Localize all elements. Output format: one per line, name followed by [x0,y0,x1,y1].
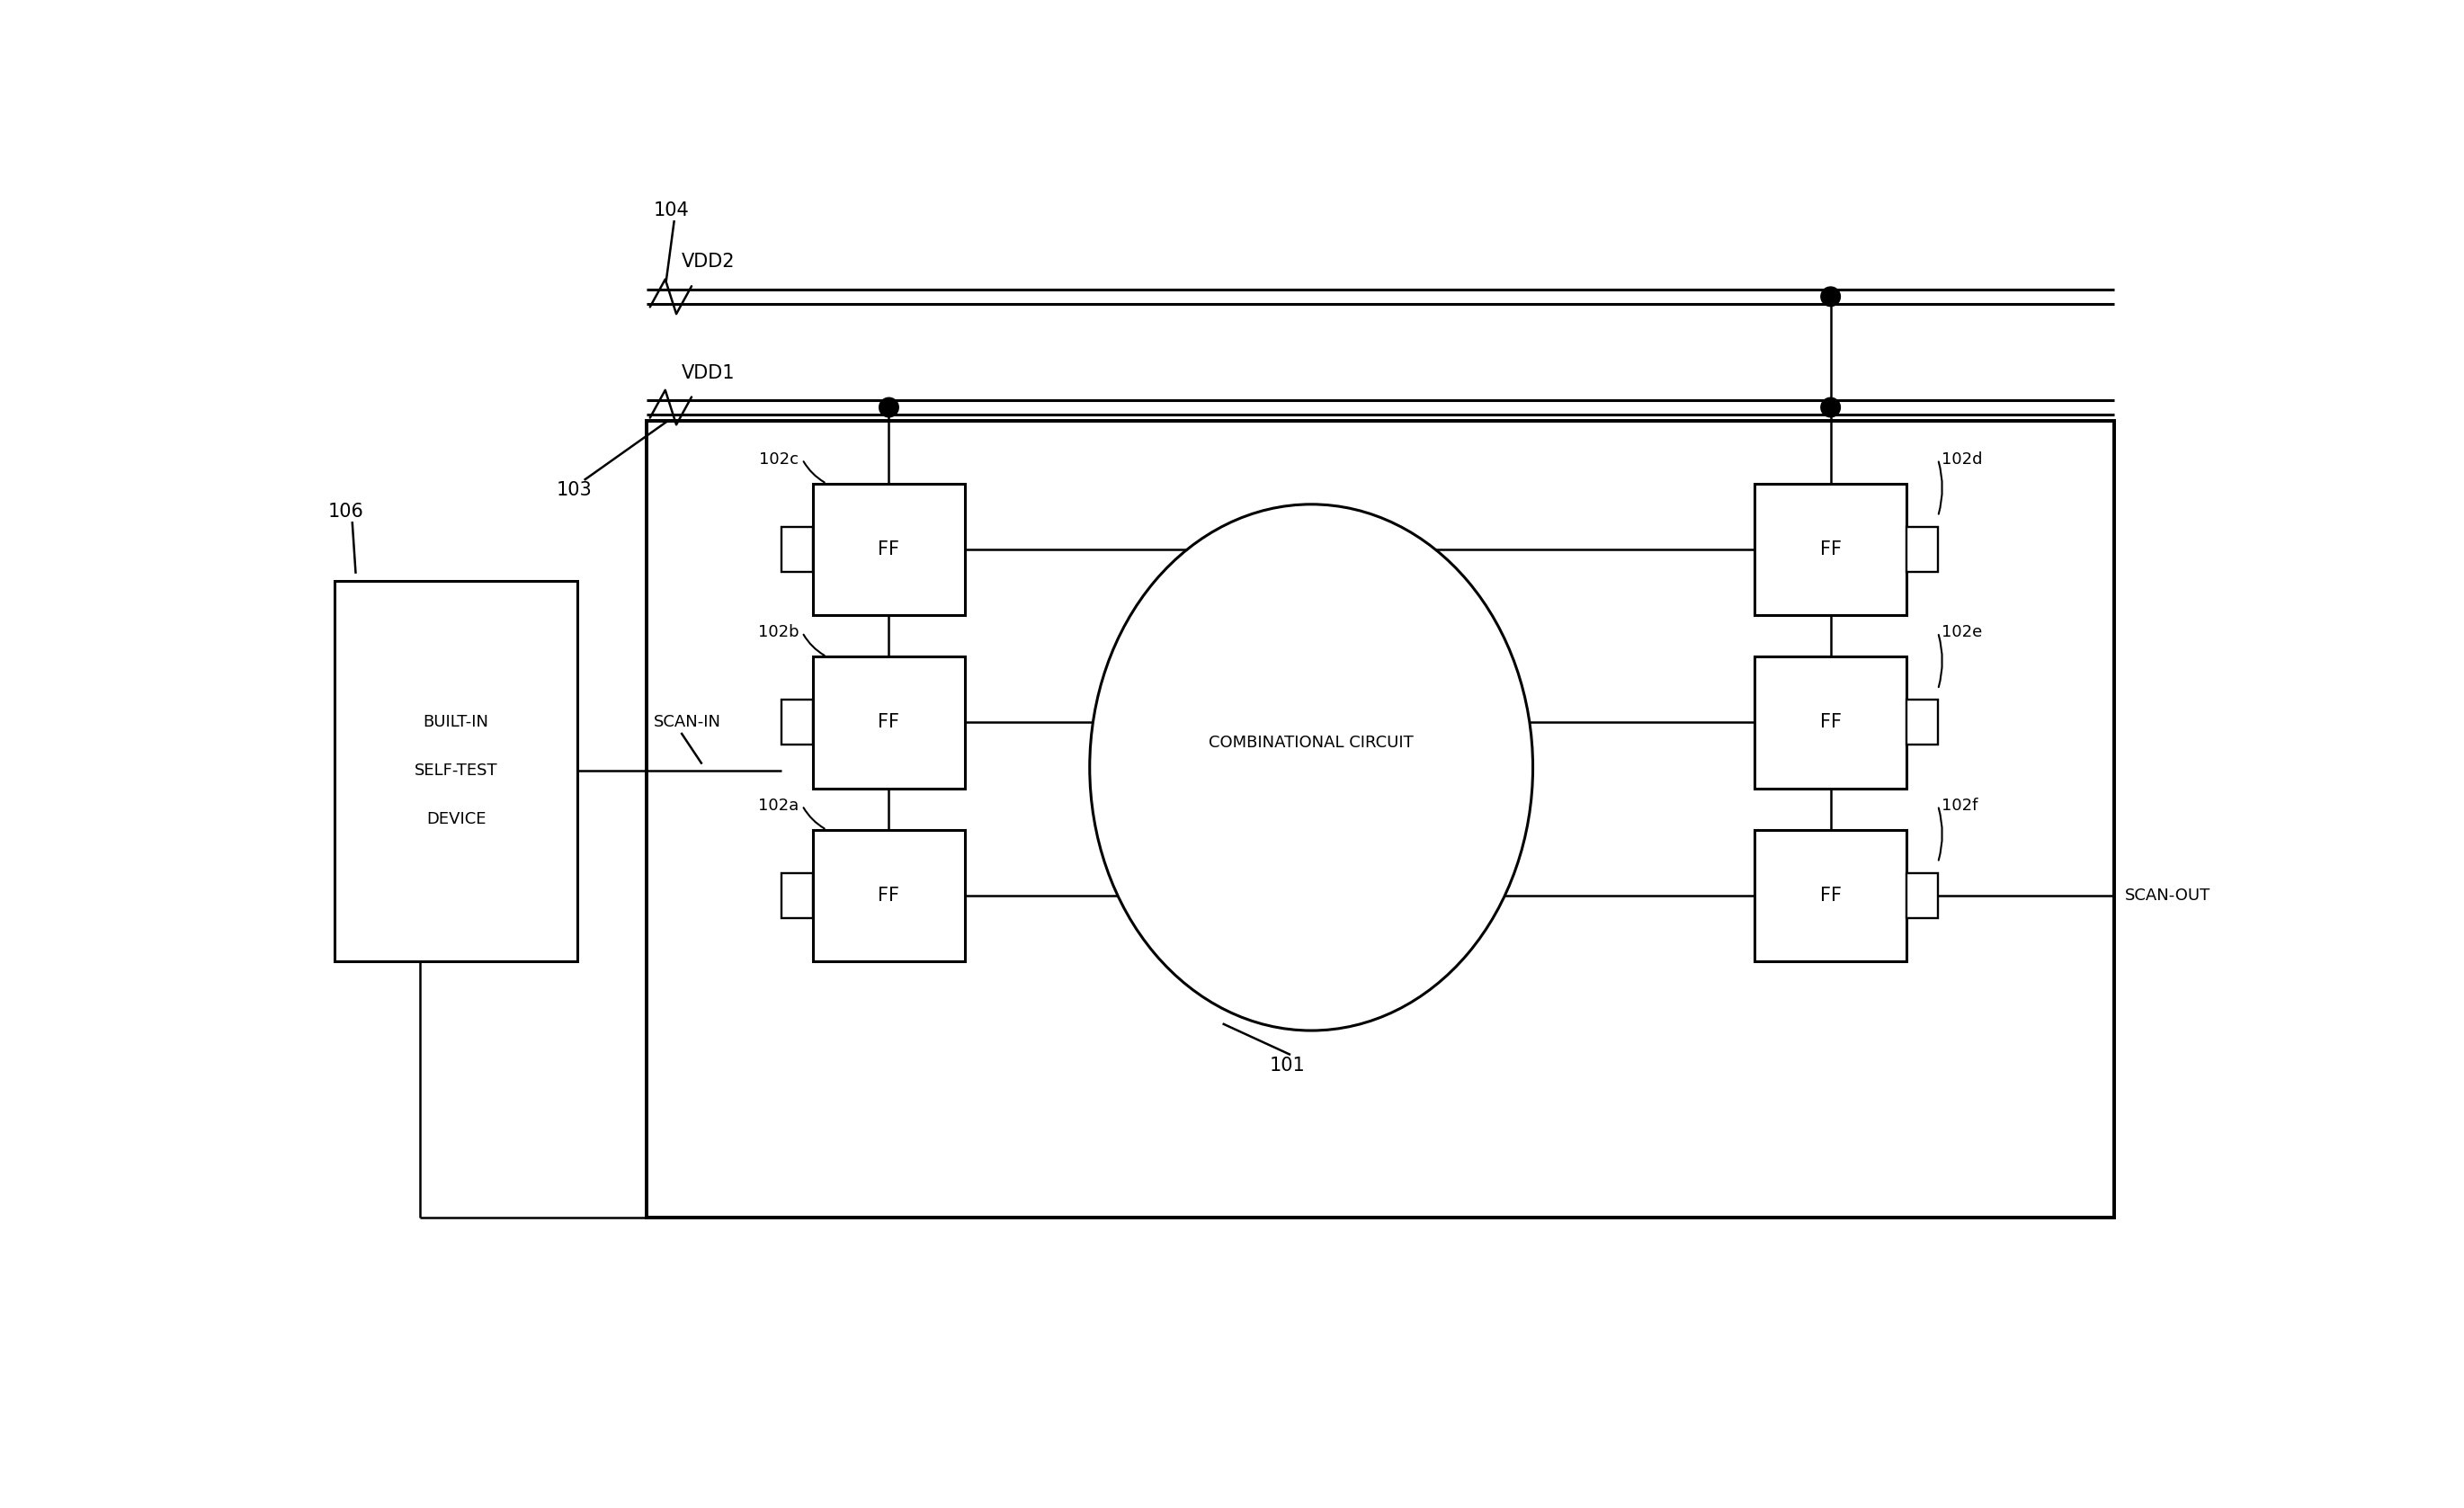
Text: BUILT-IN: BUILT-IN [424,715,488,730]
Text: 102c: 102c [759,451,798,467]
Text: SCAN-OUT: SCAN-OUT [2124,887,2210,903]
Text: 101: 101 [1269,1056,1306,1074]
Circle shape [1821,287,1841,306]
Text: FF: FF [1821,713,1841,731]
Bar [813,656,966,789]
Text: 106: 106 [328,502,365,520]
Text: 103: 103 [557,481,591,499]
Bar [646,421,2114,1217]
Text: VDD1: VDD1 [680,363,734,382]
Text: FF: FF [877,887,899,905]
Text: FF: FF [1821,887,1841,905]
Bar [781,700,813,745]
Bar [646,421,2114,1217]
Text: 102e: 102e [1942,624,1981,641]
Text: FF: FF [877,713,899,731]
Bar [781,526,813,572]
Text: SCAN-IN: SCAN-IN [653,715,722,730]
Text: 102f: 102f [1942,798,1979,814]
Text: SELF-TEST: SELF-TEST [414,763,498,780]
Bar [781,873,813,918]
Text: 102d: 102d [1942,451,1984,467]
Bar [1754,484,1907,615]
Text: 102a: 102a [759,798,798,814]
Text: COMBINATIONAL CIRCUIT: COMBINATIONAL CIRCUIT [1210,734,1414,751]
Bar [1754,829,1907,961]
Bar [1907,700,1937,745]
Circle shape [880,398,899,418]
Text: VDD2: VDD2 [680,253,734,271]
Bar [335,581,577,961]
Text: 104: 104 [653,201,690,219]
Text: FF: FF [1821,540,1841,558]
Text: FF: FF [877,540,899,558]
Circle shape [1821,398,1841,418]
Bar [813,484,966,615]
Bar [1907,526,1937,572]
Bar [1907,873,1937,918]
Text: 102b: 102b [759,624,798,641]
Bar [1754,656,1907,789]
Bar [813,829,966,961]
Text: DEVICE: DEVICE [426,811,485,828]
